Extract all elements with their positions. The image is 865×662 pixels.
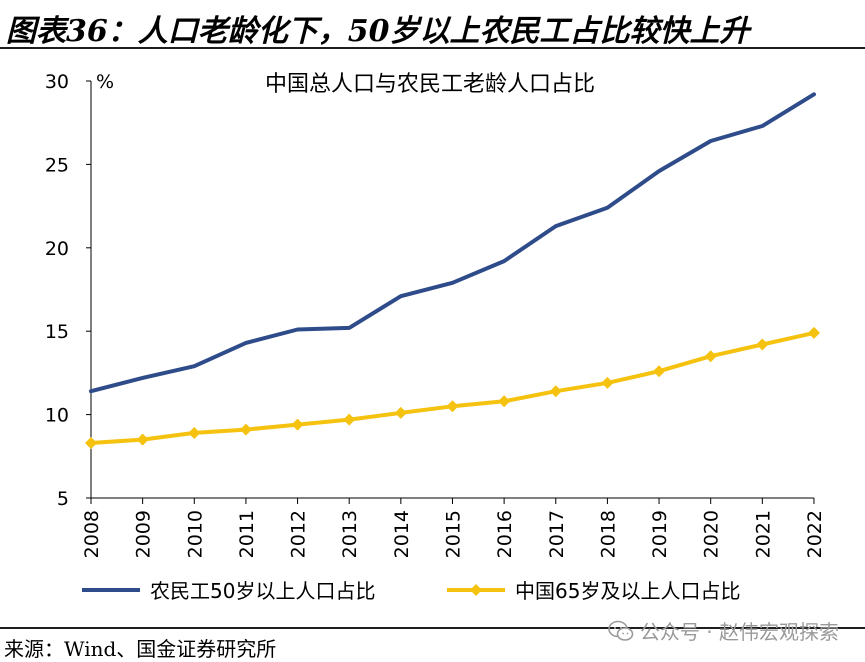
x-tick-label: 2013 xyxy=(339,510,361,558)
x-tick-label: 2015 xyxy=(442,510,464,558)
series-2-point xyxy=(394,406,407,419)
series-2-point xyxy=(239,423,252,436)
x-tick-label: 2009 xyxy=(133,510,155,558)
x-tick-label: 2014 xyxy=(391,510,413,558)
legend-label-2: 中国65岁及以上人口占比 xyxy=(515,579,740,603)
series-2-point xyxy=(446,400,459,413)
series-2-point xyxy=(704,350,717,363)
series-2-point xyxy=(188,426,201,439)
x-tick-label: 2010 xyxy=(184,510,206,558)
wechat-icon xyxy=(608,620,634,641)
y-unit-label: % xyxy=(96,71,114,93)
x-tick-label: 2016 xyxy=(494,510,516,558)
legend-label-1: 农民工50岁以上人口占比 xyxy=(150,579,375,603)
x-tick-label: 2012 xyxy=(288,510,310,558)
watermark: 公众号 · 赵伟宏观探索 xyxy=(608,616,839,645)
x-tick-label: 2019 xyxy=(649,510,671,558)
y-tick-label: 5 xyxy=(57,488,69,510)
figure-title: 图表36：人口老龄化下，50岁以上农民工占比较快上升 xyxy=(6,14,750,49)
x-tick-label: 2017 xyxy=(546,510,568,558)
series-2-point xyxy=(498,395,511,408)
y-tick-label: 30 xyxy=(45,71,69,93)
x-tick-label: 2008 xyxy=(81,510,103,558)
x-tick-label: 2011 xyxy=(236,510,258,558)
header-divider xyxy=(0,47,865,49)
series-2-point xyxy=(653,365,666,378)
y-tick-label: 10 xyxy=(45,405,69,427)
x-tick-label: 2022 xyxy=(804,510,826,558)
series-2-point xyxy=(601,376,614,389)
report-header: 图表36：人口老龄化下，50岁以上农民工占比较快上升 xyxy=(0,0,865,50)
x-tick-label: 2018 xyxy=(597,510,619,558)
series-2-point xyxy=(291,418,304,431)
y-tick-label: 20 xyxy=(45,238,69,260)
chart-title: 中国总人口与农民工老龄人口占比 xyxy=(265,72,595,97)
series-line-1 xyxy=(89,92,816,394)
source-note: 来源：Wind、国金证券研究所 xyxy=(4,637,277,661)
legend-marker-2 xyxy=(470,584,482,596)
series-2-point xyxy=(549,385,562,398)
line-chart: 5 10 15 20 25 30% 中国总人口与农民工老龄人口占比 2008 2009 2010 2… xyxy=(45,71,826,603)
series-2-point xyxy=(85,436,97,449)
footer-divider xyxy=(0,627,865,629)
series-line-2 xyxy=(89,330,816,445)
x-tick-label: 2021 xyxy=(752,510,774,558)
series-2-point xyxy=(807,326,820,339)
y-tick-label: 15 xyxy=(45,321,69,343)
series-2-point xyxy=(136,433,149,446)
y-tick-label: 25 xyxy=(45,154,69,176)
watermark-text: 公众号 · 赵伟宏观探索 xyxy=(639,620,839,644)
x-tick-label: 2020 xyxy=(701,510,723,558)
series-2-point xyxy=(756,338,769,351)
series-2-point xyxy=(343,413,356,426)
